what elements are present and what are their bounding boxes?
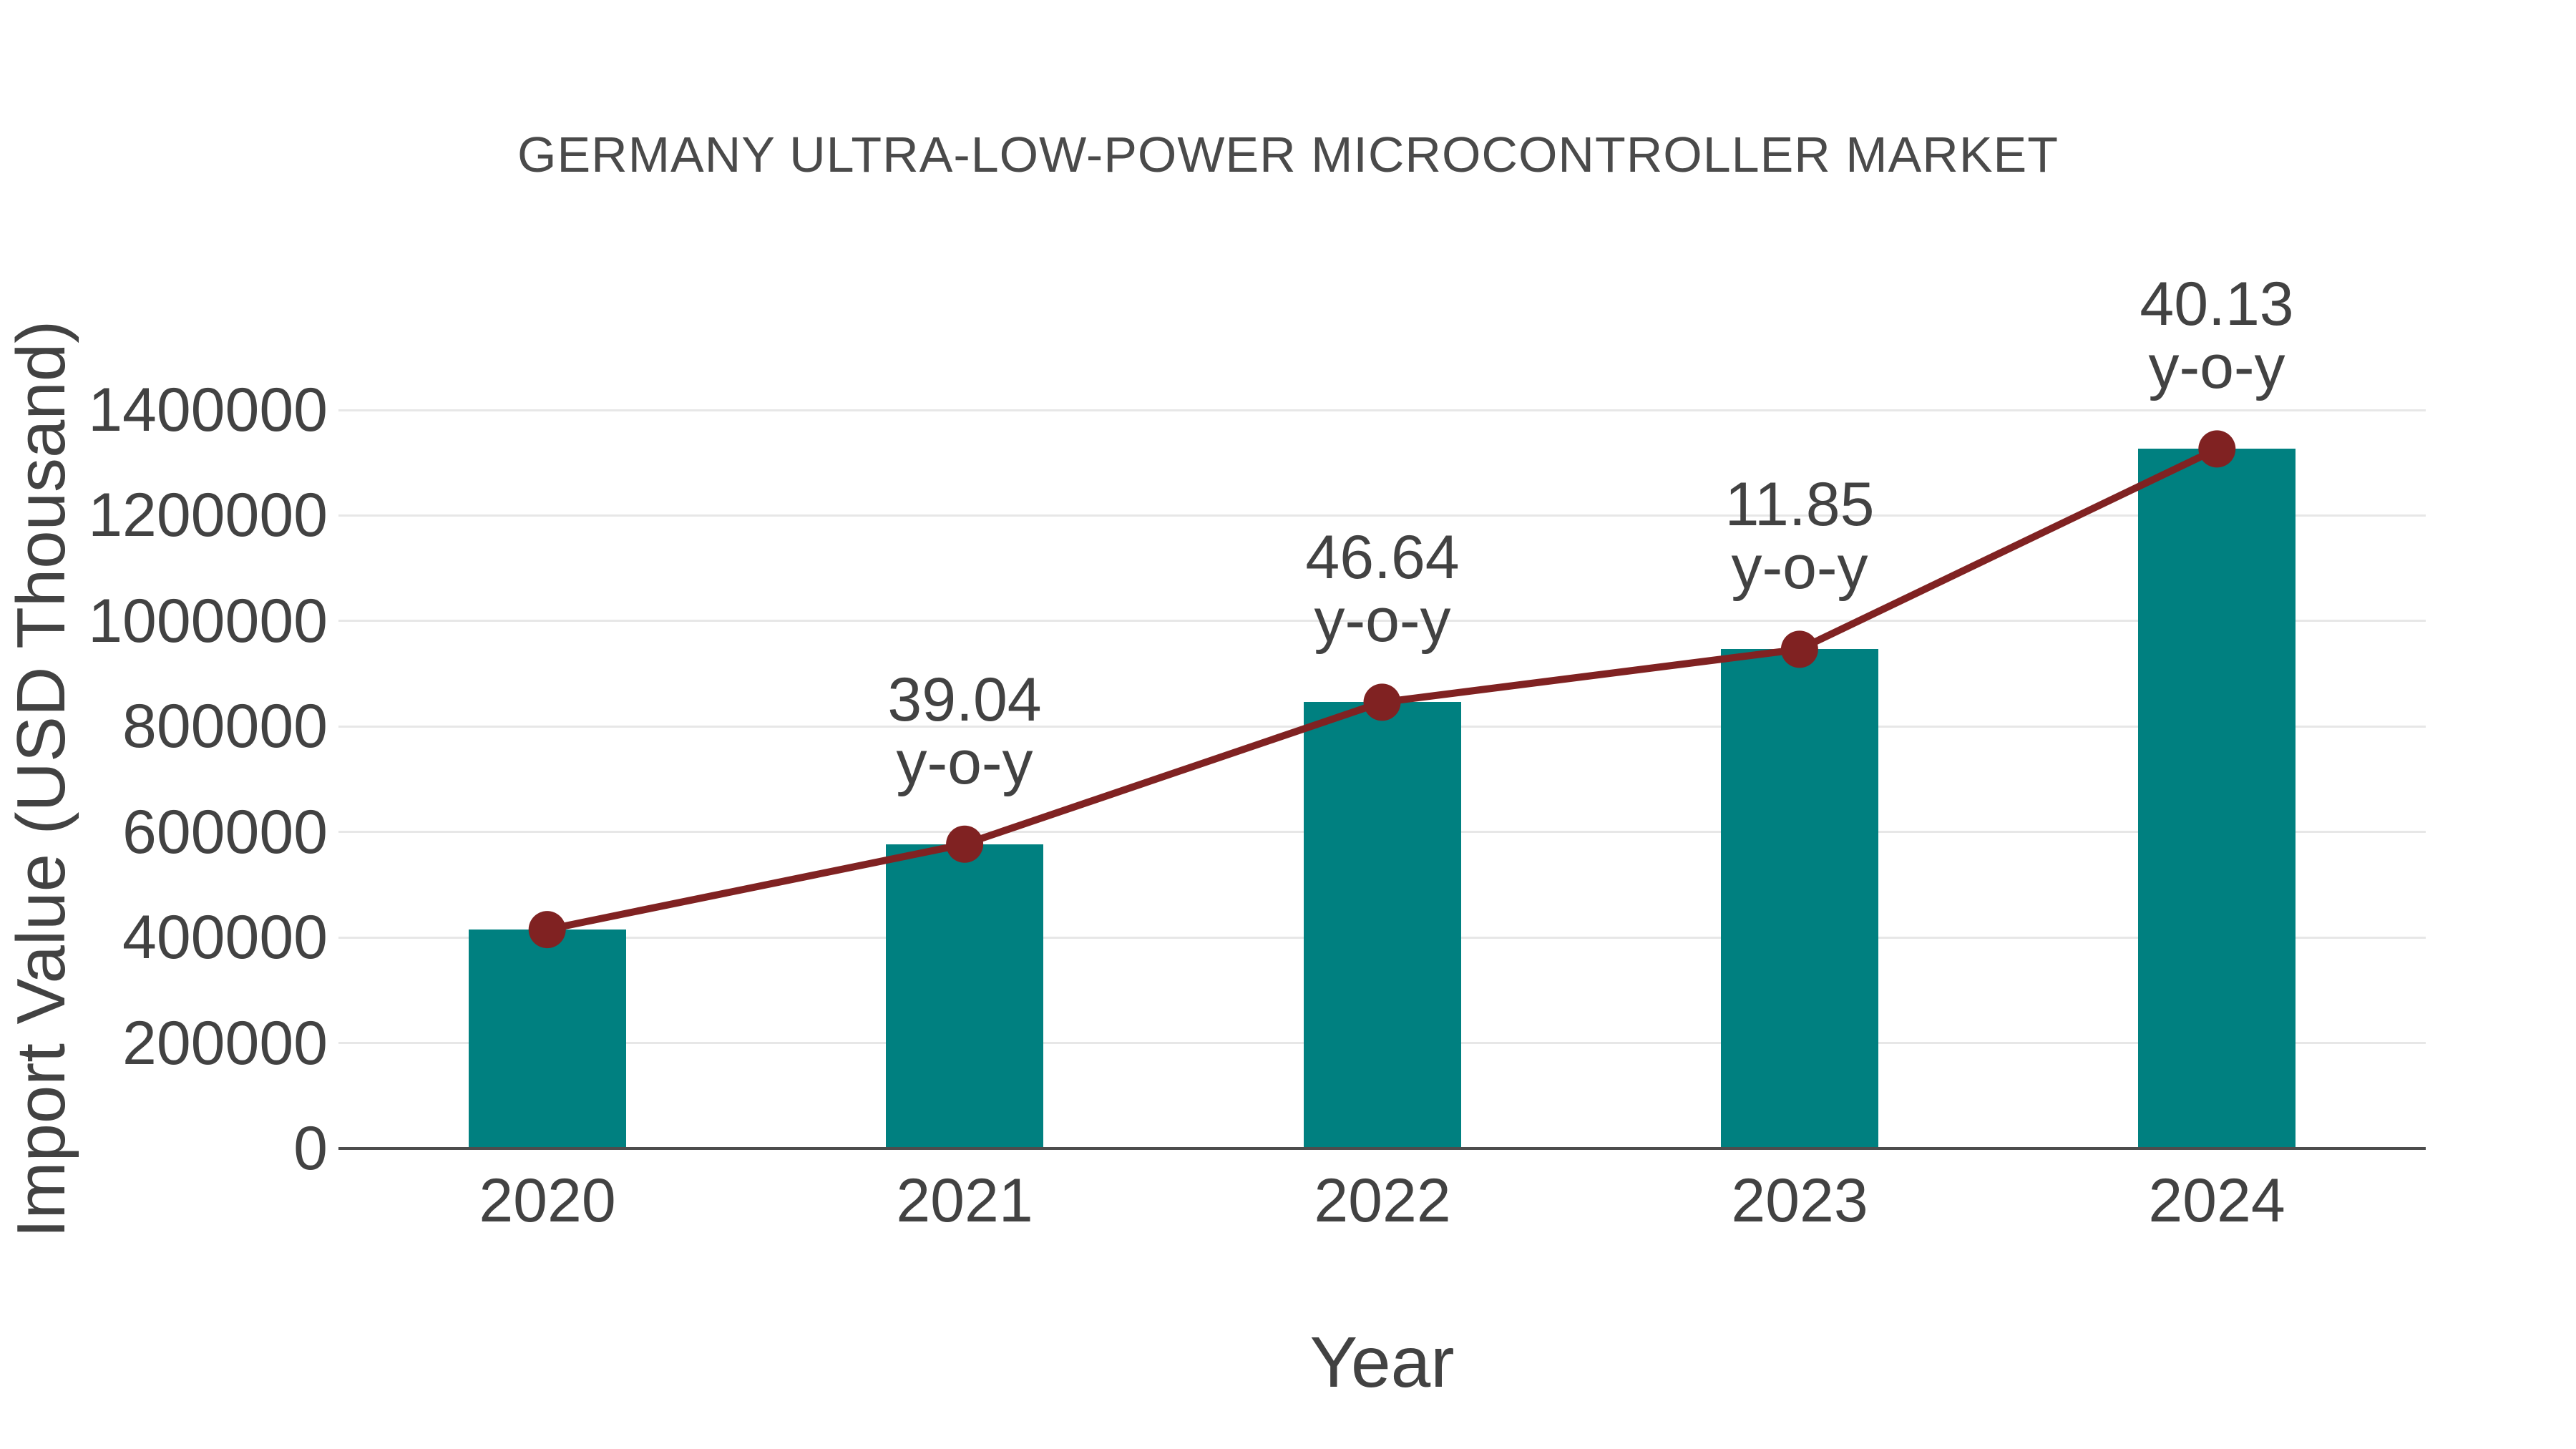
- yoy-value: 40.13: [2140, 270, 2294, 338]
- bar-2023: [1721, 649, 1878, 1148]
- x-axis-line: [338, 1147, 2426, 1150]
- yoy-label: y-o-y: [2148, 333, 2285, 401]
- x-tick-label-2023: 2023: [1731, 1166, 1868, 1235]
- y-tick-label: 1000000: [88, 587, 328, 655]
- y-axis-title: Import Value (USD Thousand): [3, 320, 79, 1239]
- x-tick-label-2024: 2024: [2148, 1166, 2285, 1235]
- y-tick-label: 1200000: [88, 481, 328, 550]
- bar-2020: [469, 930, 626, 1148]
- yoy-value: 11.85: [1724, 470, 1875, 539]
- yoy-annotation-2021: 39.04 y-o-y: [750, 668, 1179, 794]
- x-tick-label-2021: 2021: [896, 1166, 1033, 1235]
- bar-2024: [2138, 449, 2296, 1148]
- yoy-annotation-2022: 46.64 y-o-y: [1168, 526, 1597, 652]
- gridline: [338, 514, 2426, 517]
- x-tick-label-2020: 2020: [479, 1166, 616, 1235]
- y-tick-label: 200000: [122, 1009, 328, 1078]
- yoy-label: y-o-y: [1731, 533, 1868, 602]
- yoy-annotation-2024: 40.13 y-o-y: [2002, 273, 2431, 399]
- bar-2022: [1304, 702, 1461, 1148]
- gridline: [338, 409, 2426, 411]
- x-axis-title: Year: [1309, 1322, 1455, 1402]
- yoy-label: y-o-y: [896, 728, 1033, 797]
- yoy-label: y-o-y: [1314, 586, 1451, 655]
- y-tick-label: 800000: [122, 692, 328, 761]
- bar-2021: [886, 844, 1043, 1148]
- yoy-annotation-2023: 11.85 y-o-y: [1585, 473, 2014, 599]
- y-tick-label: 600000: [122, 798, 328, 867]
- y-tick-label: 400000: [122, 903, 328, 972]
- y-tick-label: 0: [293, 1114, 328, 1183]
- y-tick-label: 1400000: [88, 376, 328, 444]
- chart-title: GERMANY ULTRA-LOW-POWER MICROCONTROLLER …: [517, 127, 2059, 182]
- yoy-value: 46.64: [1305, 523, 1460, 592]
- x-tick-label-2022: 2022: [1314, 1166, 1451, 1235]
- yoy-value: 39.04: [887, 665, 1042, 734]
